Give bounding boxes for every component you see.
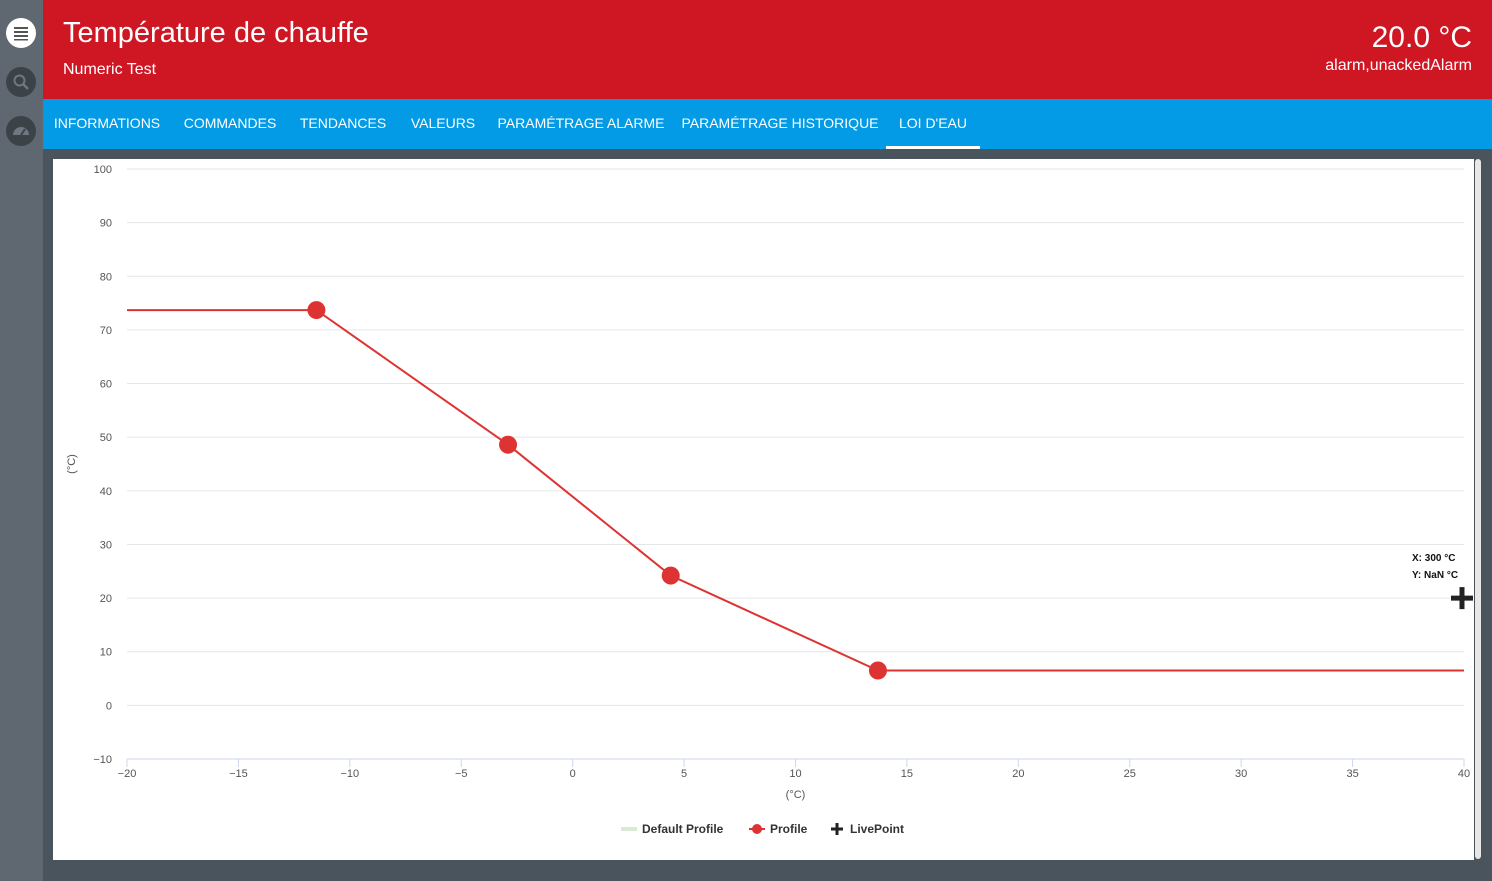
live-point-tooltip-y: Y: NaN °C — [1412, 570, 1458, 581]
y-tick-label: −10 — [93, 754, 112, 766]
search-icon — [13, 74, 29, 90]
x-tick-label: −20 — [118, 768, 137, 780]
live-point-marker — [1451, 587, 1473, 610]
x-tick-label: −5 — [455, 768, 468, 780]
tab-commandes[interactable]: COMMANDES — [183, 115, 277, 131]
tab-informations[interactable]: INFORMATIONS — [53, 115, 161, 131]
menu-button[interactable] — [6, 18, 36, 48]
dashboard-icon — [13, 127, 29, 136]
y-axis-label: (°C) — [66, 454, 78, 474]
y-tick-label: 100 — [94, 164, 112, 176]
x-tick-label: 10 — [789, 768, 801, 780]
legend-livepoint-label: LivePoint — [850, 822, 904, 836]
profile-point — [661, 566, 680, 585]
tab-parametrage-historique[interactable]: PARAMÉTRAGE HISTORIQUE — [681, 115, 879, 131]
y-tick-label: 40 — [100, 486, 112, 498]
y-tick-label: 20 — [100, 593, 112, 605]
x-tick-label: 15 — [901, 768, 913, 780]
y-tick-label: 10 — [100, 647, 112, 659]
water-law-chart: −10 0 10 20 30 40 50 60 70 80 90 100 −20 −15 −10 −5 0 5 10… — [66, 164, 1473, 836]
profile-point — [868, 661, 887, 680]
y-tick-label: 80 — [100, 271, 112, 283]
x-axis-label: (°C) — [786, 789, 806, 801]
x-tick-label: 35 — [1346, 768, 1358, 780]
legend-default-profile-label: Default Profile — [642, 822, 724, 836]
legend-profile-label: Profile — [770, 822, 808, 836]
tab-parametrage-alarme[interactable]: PARAMÉTRAGE ALARME — [497, 115, 665, 131]
x-tick-label: 25 — [1124, 768, 1136, 780]
x-tick-label: −10 — [340, 768, 359, 780]
live-point-tooltip-x: X: 300 °C — [1412, 553, 1455, 564]
page-subtitle: Numeric Test — [63, 61, 157, 78]
alarm-status: alarm,unackedAlarm — [1325, 57, 1472, 74]
tab-valeurs[interactable]: VALEURS — [410, 115, 476, 131]
legend-profile-symbol — [752, 824, 762, 834]
profile-line — [127, 309, 1464, 672]
tab-bar: INFORMATIONS COMMANDES TENDANCES VALEURS… — [43, 99, 1492, 149]
y-tick-label: 90 — [100, 218, 112, 230]
page-header: Température de chauffe Numeric Test 20.0… — [43, 0, 1492, 99]
legend-livepoint-symbol — [831, 823, 843, 835]
x-tick-label: 5 — [681, 768, 687, 780]
y-tick-label: 0 — [106, 700, 112, 712]
profile-point — [499, 435, 518, 454]
chart-card: −10 0 10 20 30 40 50 60 70 80 90 100 −20 −15 −10 −5 0 5 10… — [53, 159, 1474, 860]
y-tick-label: 60 — [100, 379, 112, 391]
tab-tendances[interactable]: TENDANCES — [299, 115, 387, 131]
y-tick-label: 70 — [100, 325, 112, 337]
y-tick-label: 30 — [100, 539, 112, 551]
x-tick-label: 0 — [570, 768, 576, 780]
sidebar — [0, 0, 43, 881]
scrollbar[interactable] — [1475, 159, 1481, 859]
current-value: 20.0 °C — [1371, 21, 1472, 54]
tab-loi-d-eau[interactable]: LOI D'EAU — [886, 99, 980, 149]
page-title: Température de chauffe — [63, 17, 369, 49]
x-tick-label: −15 — [229, 768, 248, 780]
x-tick-label: 30 — [1235, 768, 1247, 780]
dashboard-button[interactable] — [6, 116, 36, 146]
y-tick-label: 50 — [100, 432, 112, 444]
x-tick-label: 20 — [1012, 768, 1024, 780]
x-tick-label: 40 — [1458, 768, 1470, 780]
menu-icon — [14, 27, 28, 41]
search-button[interactable] — [6, 67, 36, 97]
profile-point — [307, 301, 326, 320]
